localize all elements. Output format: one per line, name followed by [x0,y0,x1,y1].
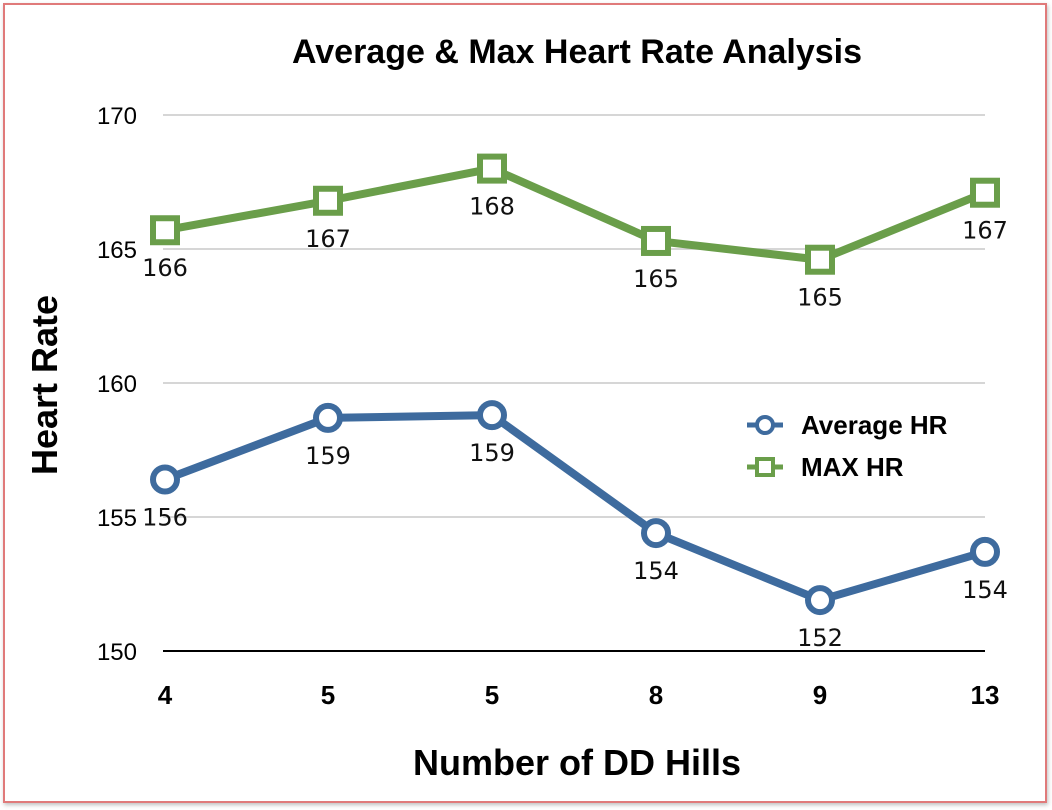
x-axis-title: Number of DD Hills [413,742,741,783]
x-tick-label: 9 [813,680,827,710]
series-line-max-hr [164,164,987,264]
legend: Average HR MAX HR [747,410,948,482]
y-tick-label: 155 [97,505,137,532]
gridlines [163,114,985,652]
x-tick-label: 8 [649,680,663,710]
x-tick-label: 13 [971,680,1000,710]
y-tick-label: 150 [97,639,137,666]
chart-title: Average & Max Heart Rate Analysis [292,33,862,71]
point-max-hr [150,215,180,246]
y-tick-label: 160 [97,371,137,398]
data-label-max-hr: 167 [305,225,351,253]
data-label-average-hr: 159 [469,439,515,467]
data-label-max-hr: 165 [633,265,679,293]
y-tick-label: 170 [97,103,137,130]
x-tick-label: 5 [485,680,499,710]
data-label-max-hr: 165 [797,284,843,312]
x-tick-label: 5 [321,680,335,710]
point-max-hr [641,225,671,256]
point-average-hr [970,536,1000,567]
data-label-average-hr: 156 [142,503,188,531]
point-average-hr [477,400,507,431]
x-tick-label: 4 [158,680,173,710]
y-axis-ticks: 150 155 160 165 170 [97,103,137,666]
series-line-average-hr [163,411,987,605]
point-max-hr [313,185,343,216]
point-average-hr [805,585,835,616]
legend-label-max-hr: MAX HR [801,452,904,482]
data-label-max-hr: 166 [142,254,188,282]
y-axis-title: Heart Rate [24,295,65,475]
data-label-average-hr: 159 [305,442,351,470]
series-group [150,153,1000,616]
data-label-average-hr: 154 [633,557,679,585]
data-label-average-hr: 154 [962,576,1008,604]
legend-marker-max-hr [755,457,775,477]
legend-label-average-hr: Average HR [801,410,948,440]
point-max-hr [805,244,835,275]
point-max-hr [477,153,507,184]
point-average-hr [641,518,671,549]
legend-marker-average-hr [755,415,775,435]
data-label-max-hr: 168 [469,193,515,221]
point-average-hr [150,464,180,495]
point-max-hr [970,177,1000,208]
y-tick-label: 165 [97,237,137,264]
data-label-average-hr: 152 [797,624,843,652]
data-labels: 156 159 159 154 152 154 166 167 168 165 165 167 [142,193,1008,652]
line-chart: Average & Max Heart Rate Analysis 150 155… [24,33,1008,783]
data-label-max-hr: 167 [962,217,1008,245]
x-axis-ticks: 4 5 5 8 9 13 [158,680,1000,710]
point-average-hr [313,402,343,433]
chart-frame: Average & Max Heart Rate Analysis 150 155… [3,3,1047,803]
